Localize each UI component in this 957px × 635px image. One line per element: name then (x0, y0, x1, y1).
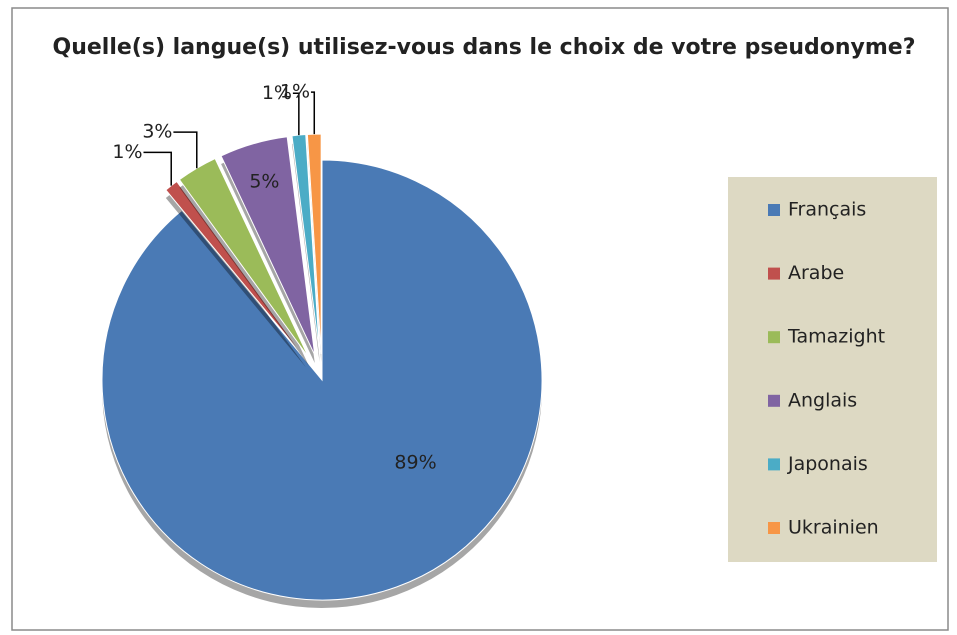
slice (101, 159, 543, 601)
data-label: 3% (142, 121, 172, 143)
legend-swatch (768, 394, 780, 407)
slice (291, 134, 321, 355)
data-label: 89% (394, 452, 436, 474)
leader-line (173, 131, 198, 169)
slice (306, 133, 322, 355)
legend-label: Arabe (788, 262, 844, 284)
legend-label: Français (788, 199, 866, 221)
leader-line (292, 92, 300, 136)
legend-box (728, 177, 937, 562)
legend-label: Tamazight (787, 326, 885, 348)
legend-swatch (768, 522, 780, 534)
chart-title: Quelle(s) langue(s) utilisez-vous dans l… (53, 35, 916, 60)
legend-swatch (768, 458, 780, 471)
legend-swatch (768, 267, 780, 280)
slice-shadow (291, 142, 320, 363)
legend-label: Anglais (788, 389, 857, 411)
leader-line (143, 151, 172, 186)
data-label: 1% (262, 82, 292, 104)
slice (178, 157, 310, 358)
data-label: 5% (249, 170, 279, 192)
legend-label: Ukrainien (788, 517, 879, 539)
legend-swatch (768, 331, 780, 344)
data-label: 1% (112, 141, 142, 163)
slice-shadow (165, 189, 307, 368)
legend-swatch (768, 204, 780, 216)
data-label: 1% (280, 81, 310, 103)
leader-line (310, 91, 316, 135)
legend-label: Japonais (787, 453, 868, 475)
slice (220, 136, 316, 356)
